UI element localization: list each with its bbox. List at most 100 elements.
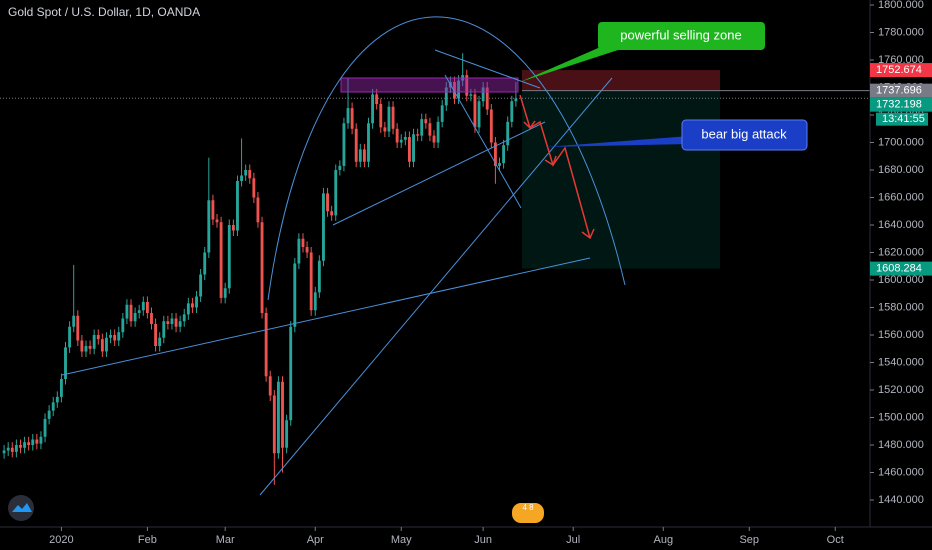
candle-body	[2, 450, 6, 454]
candle-body	[113, 335, 117, 341]
candle-body	[125, 304, 129, 319]
candle-body	[408, 137, 411, 162]
candle-body	[170, 318, 174, 324]
candle-body	[244, 170, 248, 176]
candle-body	[465, 75, 469, 96]
candle-body	[322, 193, 325, 261]
x-tick-label: May	[391, 534, 412, 546]
candle-body	[264, 313, 268, 377]
candle-body	[354, 128, 358, 162]
candle-body	[453, 82, 456, 99]
candle-body	[23, 442, 26, 448]
candle-body	[166, 321, 170, 324]
candle-body	[371, 94, 375, 124]
price-tag	[870, 97, 932, 112]
y-tick-label: 1460.000	[878, 466, 924, 478]
price-tag-label: 1732.198	[876, 99, 922, 111]
logo-mark	[12, 503, 32, 512]
price-tag-label: 1752.674	[876, 64, 922, 76]
y-tick-label: 1760.000	[878, 54, 924, 66]
candle-body	[117, 332, 121, 341]
y-tick-label: 1500.000	[878, 411, 924, 423]
candle-body	[203, 252, 207, 275]
candle-body	[477, 101, 481, 128]
x-tick-label: Jun	[474, 534, 492, 546]
y-tick-label: 1520.000	[878, 384, 924, 396]
candle-body	[150, 313, 153, 324]
candle-body	[240, 175, 243, 181]
candle-body	[109, 335, 112, 338]
candle-body	[100, 339, 104, 352]
candle-body	[76, 315, 80, 341]
y-tick-label: 1680.000	[878, 164, 924, 176]
candle-body	[227, 225, 231, 289]
candle-body	[10, 447, 14, 452]
candle-body	[154, 324, 158, 346]
target-zone	[522, 90, 720, 269]
candle-body	[309, 252, 313, 311]
candle-body	[416, 134, 420, 136]
candle-body	[145, 302, 149, 313]
y-tick-label: 1440.000	[878, 494, 924, 506]
candle-body	[231, 225, 235, 231]
candle-body	[387, 106, 391, 132]
candle-body	[105, 337, 108, 352]
candle-body	[485, 87, 489, 110]
callout-box	[598, 22, 765, 50]
candle-body	[129, 304, 133, 322]
candle-body	[502, 145, 506, 164]
candle-body	[133, 313, 137, 322]
candle-body	[510, 101, 514, 122]
countdown-tag	[876, 112, 928, 126]
countdown-label: 13:41:55	[882, 113, 925, 125]
arrows	[519, 94, 595, 240]
candle-body	[346, 108, 350, 124]
candle-body	[444, 87, 448, 106]
candle-body	[276, 381, 280, 454]
x-tick-label: Jul	[566, 534, 580, 546]
candle-body	[51, 402, 55, 411]
x-tick-label: Sep	[739, 534, 759, 546]
candle-body	[428, 123, 432, 136]
candle-body	[43, 418, 47, 437]
candle-body	[395, 128, 399, 143]
candle-body	[211, 200, 215, 220]
candle-body	[27, 442, 31, 445]
y-tick-label: 1640.000	[878, 219, 924, 231]
arrow-head	[544, 155, 557, 167]
candle-body	[440, 105, 444, 122]
y-tick-label: 1480.000	[878, 439, 924, 451]
candle-body	[256, 197, 260, 223]
candle-body	[317, 260, 321, 293]
x-tick-label: Aug	[653, 534, 673, 546]
candle-body	[399, 139, 403, 143]
candle-body	[88, 346, 92, 349]
trend-line	[61, 257, 591, 376]
candle-body	[174, 318, 178, 327]
candle-body	[436, 121, 440, 143]
arrow-head	[523, 120, 536, 130]
candle-body	[420, 119, 424, 136]
candle-body	[141, 302, 145, 311]
callout-pointer	[520, 42, 618, 82]
candle-body	[469, 94, 473, 96]
candle-body	[342, 123, 346, 166]
candle-body	[457, 80, 460, 99]
candle-body	[137, 310, 141, 313]
candle-body	[272, 395, 276, 454]
y-tick-label: 1540.000	[878, 356, 924, 368]
arrow-path	[519, 94, 591, 239]
callout-text: bear big attack	[701, 126, 787, 141]
candle-body	[39, 436, 43, 444]
candle-body	[14, 445, 18, 452]
price-tag-label: 1608.284	[876, 263, 922, 275]
candle-body	[96, 335, 100, 340]
candles	[2, 53, 518, 485]
candle-body	[334, 170, 338, 216]
candle-body	[248, 170, 252, 179]
arc	[267, 16, 626, 301]
x-tick-label: Mar	[216, 534, 235, 546]
supply-zone	[340, 77, 519, 93]
candle-body	[68, 326, 72, 348]
